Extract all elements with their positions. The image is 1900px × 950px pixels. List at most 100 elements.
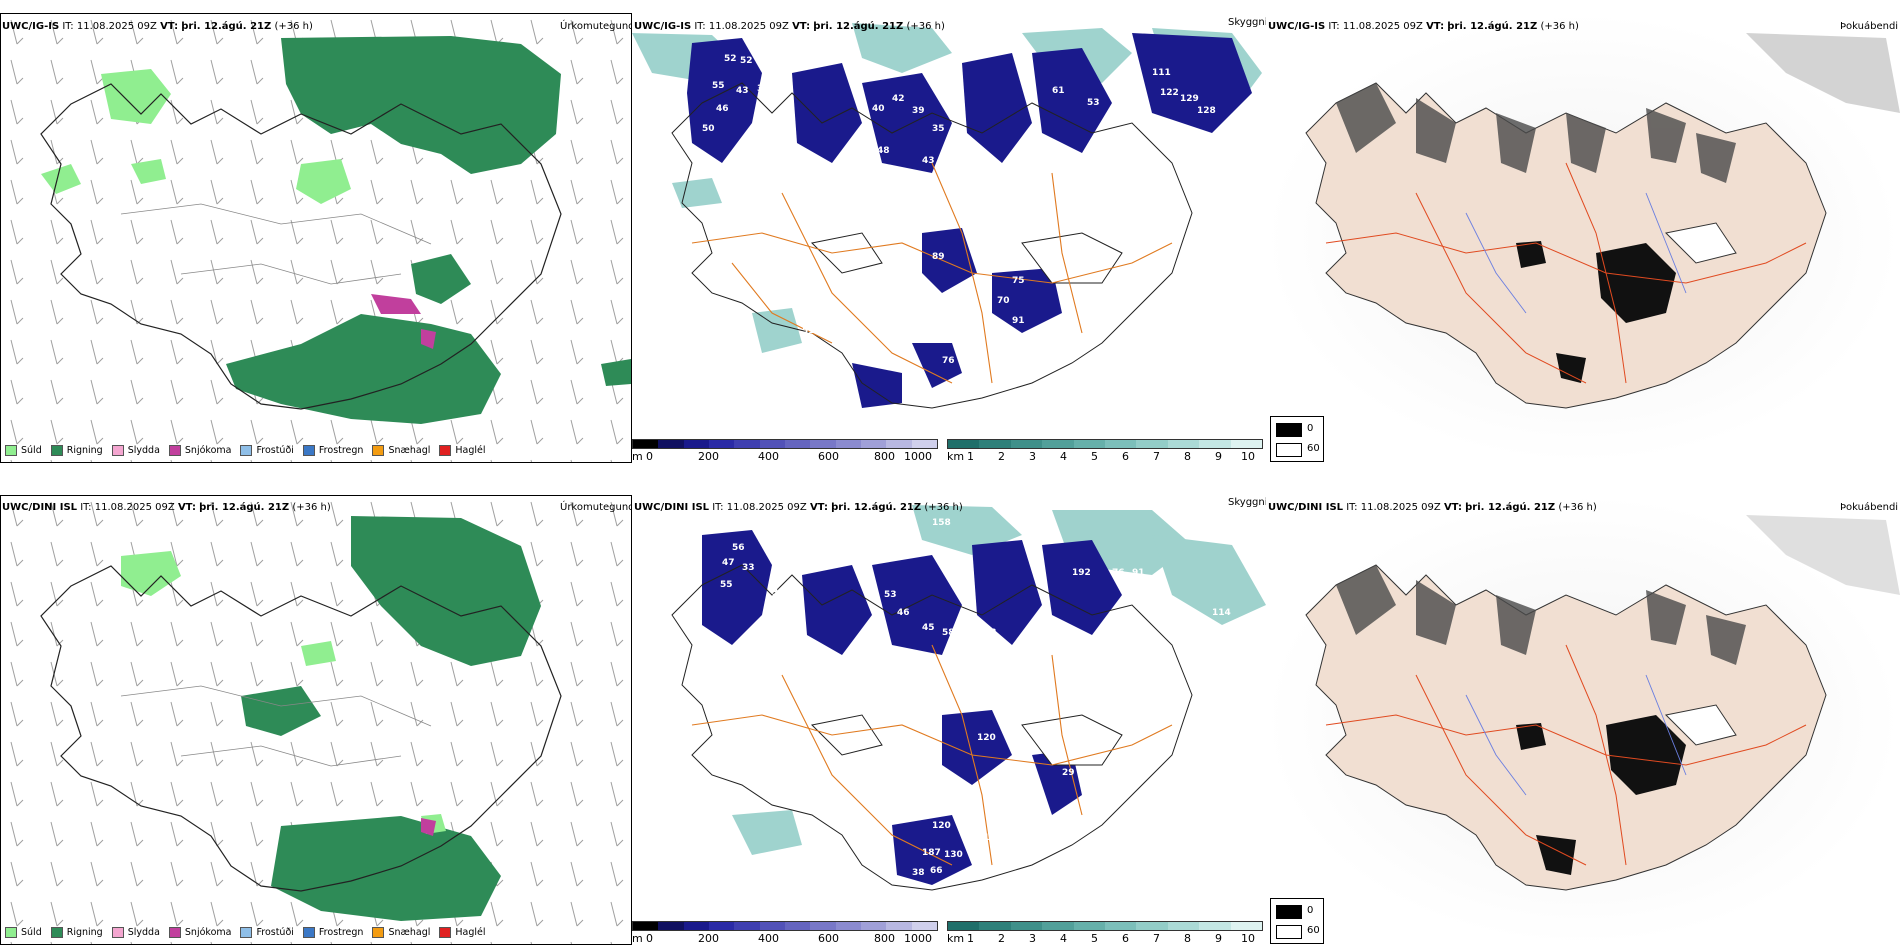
legend-haglel: Haglél — [439, 926, 486, 938]
legend-snjokoma: Snjókoma — [168, 444, 231, 456]
svg-text:53: 53 — [884, 590, 897, 600]
legend-frostudi: Frostúði — [240, 444, 294, 456]
svg-text:55: 55 — [712, 81, 725, 91]
legend-swatch-slydda — [111, 444, 124, 456]
legend-sudl: Súld — [5, 444, 42, 456]
precip-map-top — [1, 14, 631, 462]
fog-legend-dark-value: 0 — [1307, 905, 1314, 916]
legend-rigning: Rigning — [50, 444, 103, 456]
legend-swatch-frostudi — [240, 444, 253, 456]
svg-text:129: 129 — [1180, 94, 1199, 104]
svg-text:50: 50 — [702, 124, 715, 134]
svg-text:76: 76 — [1112, 568, 1125, 578]
svg-text:35: 35 — [792, 296, 805, 306]
svg-text:29: 29 — [1062, 768, 1075, 778]
panel-header-bottom-visibility: UWC/DINI ISL IT: 11.08.2025 09Z VT: þri.… — [634, 502, 963, 513]
svg-text:61: 61 — [1052, 86, 1065, 96]
fog-legend-top: 0 60 — [1270, 416, 1324, 462]
ceiling-tick: 0 — [646, 450, 653, 463]
svg-text:158: 158 — [932, 518, 951, 528]
precip-type-panel-top: Súld Rigning Slydda Snjókoma Frostúði Fr… — [0, 13, 632, 463]
legend-snaehagl: Snæhagl — [372, 444, 430, 456]
svg-text:43: 43 — [736, 86, 749, 96]
legend-swatch-rigning — [50, 926, 63, 938]
svg-text:117: 117 — [977, 833, 996, 843]
ceiling-tick: 200 — [698, 932, 719, 945]
legend-frostudi: Frostúði — [240, 926, 294, 938]
svg-text:35: 35 — [757, 84, 770, 94]
visibility-colorbar-strip — [947, 921, 1263, 931]
fog-legend-light-swatch — [1276, 443, 1302, 457]
visibility-tick: 2 — [998, 932, 1005, 945]
legend-swatch-frostudi — [240, 926, 253, 938]
svg-text:43: 43 — [922, 156, 935, 166]
svg-text:128: 128 — [1197, 106, 1216, 116]
visibility-tick: 3 — [1029, 450, 1036, 463]
svg-text:75: 75 — [1012, 276, 1025, 286]
legend-slydda: Slydda — [111, 926, 160, 938]
legend-rigning: Rigning — [50, 926, 103, 938]
ceiling-tick: 600 — [818, 932, 839, 945]
panel-title-precip-top: Úrkomutegund — [560, 21, 635, 32]
visibility-tick: 3 — [1029, 932, 1036, 945]
legend-frostregn: Frostregn — [302, 444, 363, 456]
legend-snaehagl: Snæhagl — [372, 926, 430, 938]
svg-text:40: 40 — [754, 118, 767, 128]
legend-swatch-snjokoma — [168, 444, 181, 456]
fog-legend-light-value: 60 — [1307, 925, 1320, 936]
svg-text:52: 52 — [724, 54, 737, 64]
panel-title-precip-bottom: Úrkomutegund — [560, 502, 635, 513]
fog-map-top — [1266, 13, 1900, 463]
visibility-tick: 6 — [1122, 932, 1129, 945]
visibility-colorbar-top: km 1 2 3 4 5 6 7 8 9 10 — [947, 439, 1263, 463]
legend-snjokoma: Snjókoma — [168, 926, 231, 938]
visibility-tick: 6 — [1122, 450, 1129, 463]
svg-text:524: 524 — [857, 216, 876, 226]
visibility-unit: km — [947, 450, 965, 463]
ceiling-tick: 400 — [758, 932, 779, 945]
legend-slydda: Slydda — [111, 444, 160, 456]
visibility-tick: 8 — [1184, 932, 1191, 945]
panel-title-fog-bottom: Þokuábendi — [1840, 502, 1899, 513]
ceiling-tick: 600 — [818, 450, 839, 463]
visibility-tick: 9 — [1215, 932, 1222, 945]
fog-panel-bottom: 0 60 — [1266, 495, 1900, 945]
svg-text:39: 39 — [912, 106, 925, 116]
svg-text:38: 38 — [912, 868, 925, 878]
fog-legend-bottom: 0 60 — [1270, 898, 1324, 944]
visibility-tick: 2 — [998, 450, 1005, 463]
ceiling-tick: 0 — [646, 932, 653, 945]
legend-sudl: Súld — [5, 926, 42, 938]
svg-text:76: 76 — [942, 356, 955, 366]
svg-text:43: 43 — [984, 628, 997, 638]
svg-text:192: 192 — [1072, 568, 1091, 578]
legend-swatch-haglel — [439, 926, 452, 938]
visibility-tick: 4 — [1060, 450, 1067, 463]
legend-swatch-sudl — [5, 444, 17, 456]
legend-swatch-haglel — [439, 444, 452, 456]
ceiling-tick: 1000 — [904, 450, 932, 463]
legend-swatch-snaehagl — [372, 926, 385, 938]
legend-swatch-slydda — [111, 926, 124, 938]
visibility-tick: 10 — [1241, 932, 1255, 945]
svg-text:58: 58 — [942, 628, 955, 638]
svg-text:89: 89 — [932, 252, 945, 262]
svg-text:46: 46 — [897, 608, 910, 618]
visibility-panel-top: 52 52 55 43 35 46 40 50 68 40 42 39 35 48 43 57 61 5… — [632, 13, 1266, 463]
svg-text:66: 66 — [930, 866, 943, 876]
visibility-tick: 4 — [1060, 932, 1067, 945]
svg-text:37: 37 — [772, 588, 785, 598]
svg-text:56: 56 — [732, 543, 745, 553]
svg-text:119: 119 — [962, 346, 981, 356]
visibility-panel-bottom: 158 56 47 33 55 37 53 46 57 45 58 43 192 76 91 114… — [632, 495, 1266, 945]
svg-text:91: 91 — [1012, 316, 1025, 326]
visibility-tick: 8 — [1184, 450, 1191, 463]
panel-header-top-precip: UWC/IG-IS IT: 11.08.2025 09Z VT: þri. 12… — [2, 21, 313, 32]
panel-title-fog-top: Þokuábendi — [1840, 21, 1899, 32]
legend-swatch-frostregn — [302, 926, 315, 938]
legend-swatch-snaehagl — [372, 444, 385, 456]
fog-legend-light-swatch — [1276, 925, 1302, 939]
svg-text:40: 40 — [872, 104, 885, 114]
svg-text:91: 91 — [1132, 568, 1145, 578]
